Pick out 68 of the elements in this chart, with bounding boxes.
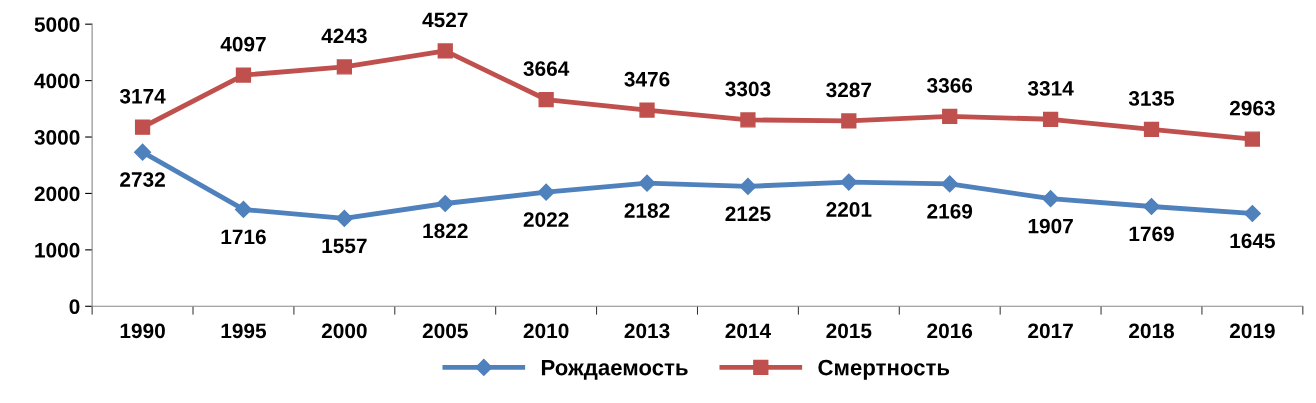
data-label: 1907 — [1028, 218, 1073, 234]
point — [336, 59, 352, 75]
data-label: 1557 — [322, 238, 367, 254]
data-label: 3287 — [826, 82, 872, 98]
data-label: 4097 — [220, 36, 266, 52]
data-label: 4243 — [321, 28, 367, 44]
point — [941, 175, 959, 193]
data-label: 3135 — [1128, 91, 1175, 106]
y-tick-label: 1000 — [35, 242, 80, 258]
data-label: 3174 — [119, 88, 166, 104]
point — [638, 174, 656, 192]
point — [942, 108, 958, 125]
point — [134, 143, 152, 161]
point — [1243, 204, 1261, 223]
data-label: 2182 — [624, 203, 670, 218]
x-tick-label: 2015 — [826, 323, 872, 339]
x-tick-label: 2017 — [1028, 323, 1073, 339]
data-label: 3664 — [523, 61, 570, 77]
legend-label: Рождаемость — [541, 359, 688, 380]
point — [840, 173, 858, 191]
data-label: 2125 — [725, 206, 771, 222]
y-tick-label: 5000 — [34, 17, 80, 32]
x-tick-label: 2018 — [1129, 323, 1175, 339]
data-label: 2201 — [826, 202, 872, 217]
point — [1042, 190, 1060, 208]
point — [537, 183, 555, 201]
data-label: 1716 — [221, 229, 266, 245]
point — [639, 102, 655, 118]
point — [740, 112, 756, 128]
y-tick-label: 0 — [69, 299, 80, 315]
point — [234, 200, 253, 219]
point — [335, 209, 353, 227]
point — [841, 113, 857, 129]
data-label: 2963 — [1229, 100, 1275, 116]
point — [538, 91, 554, 108]
x-tick-label: 2019 — [1229, 323, 1275, 339]
x-tick-label: 2000 — [321, 323, 367, 339]
point — [1142, 197, 1161, 216]
data-label: 2732 — [120, 172, 165, 187]
data-label: 3314 — [1027, 80, 1074, 96]
data-label: 1822 — [423, 223, 468, 239]
point — [134, 119, 151, 135]
y-tick-label: 4000 — [34, 73, 80, 89]
x-tick-label: 2010 — [523, 323, 569, 339]
data-label: 1645 — [1230, 233, 1275, 249]
x-tick-label: 2016 — [927, 323, 973, 339]
legend-label: Смертность — [818, 359, 950, 380]
data-label: 2169 — [927, 203, 973, 219]
x-tick-label: 2005 — [422, 323, 468, 339]
point — [436, 194, 454, 213]
point — [1244, 131, 1261, 147]
y-tick-label: 2000 — [34, 186, 80, 202]
point — [1143, 121, 1160, 138]
point — [437, 43, 453, 59]
point — [1042, 111, 1059, 127]
data-label: 2022 — [523, 212, 569, 227]
data-label: 4527 — [422, 12, 468, 28]
data-label: 3366 — [927, 78, 973, 93]
data-label: 3476 — [624, 71, 670, 87]
x-tick-label: 2013 — [624, 323, 670, 339]
data-label: 3303 — [725, 81, 771, 97]
point — [235, 67, 252, 83]
point — [739, 177, 757, 195]
x-tick-label: 2014 — [725, 323, 771, 339]
x-tick-label: 1995 — [221, 323, 267, 339]
y-tick-label: 3000 — [34, 130, 80, 145]
x-tick-label: 1990 — [120, 323, 165, 339]
data-label: 1769 — [1129, 226, 1174, 242]
